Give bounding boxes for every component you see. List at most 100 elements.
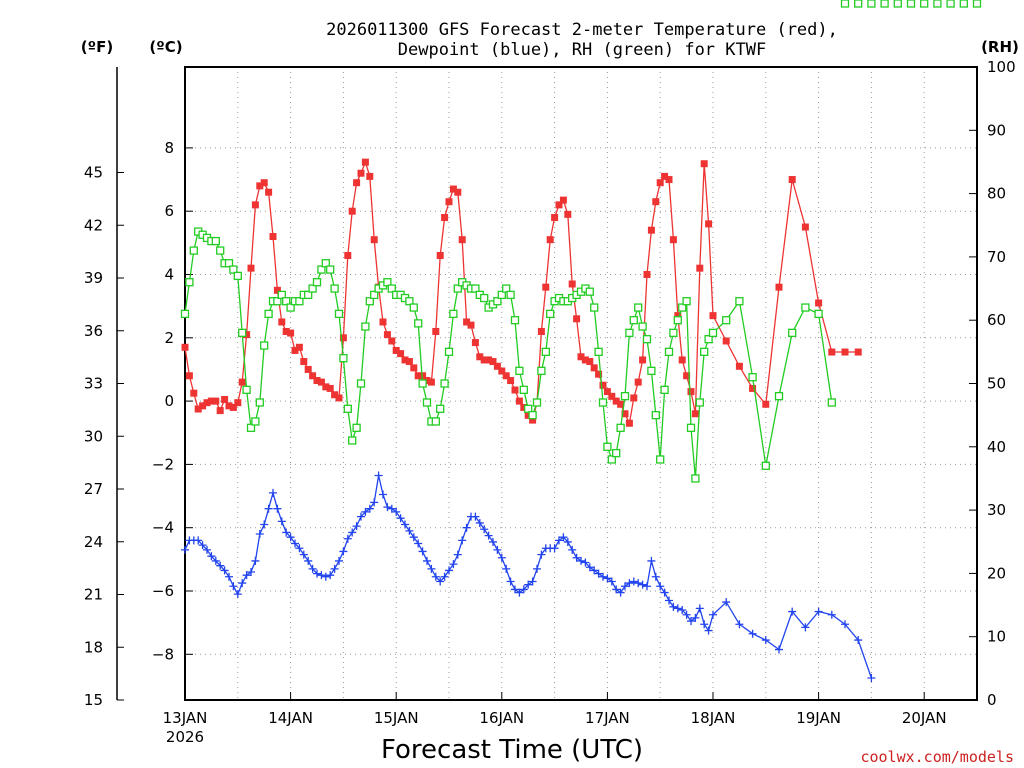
rh-point xyxy=(669,328,678,338)
temperature-point xyxy=(647,226,655,234)
dewpoint-point xyxy=(251,556,260,565)
dewpoint-point xyxy=(497,553,506,562)
series-line xyxy=(184,230,833,479)
dewpoint-point xyxy=(414,539,423,548)
rh-point xyxy=(607,455,616,464)
temperature-point xyxy=(542,283,550,291)
temperature-point xyxy=(630,394,638,402)
rh-point xyxy=(537,366,546,375)
celsius-unit-label: (ºC) xyxy=(149,38,182,56)
dewpoint-point xyxy=(247,568,255,577)
fahrenheit-tick-label: 15 xyxy=(84,691,103,709)
rh-point xyxy=(185,278,194,287)
dewpoint-point xyxy=(462,523,471,532)
temperature-point xyxy=(705,220,713,228)
dewpoint-point xyxy=(735,620,744,629)
dewpoint-point xyxy=(203,545,211,554)
rh-point xyxy=(801,303,810,312)
temperature-point xyxy=(502,372,510,380)
rh-point xyxy=(264,309,273,319)
dewpoint-point xyxy=(775,645,783,654)
dewpoint-point xyxy=(304,556,313,565)
dewpoint-point xyxy=(423,556,431,565)
rh-point xyxy=(189,246,198,255)
dewpoint-point xyxy=(207,552,216,561)
fahrenheit-tick-label: 24 xyxy=(84,533,103,551)
x-axis-title: Forecast Time (UTC) xyxy=(381,735,643,765)
rh-point xyxy=(972,0,982,8)
rh-point xyxy=(308,284,317,293)
rh-unit-label: (RH) xyxy=(981,38,1019,56)
temperature-point xyxy=(278,318,286,326)
temperature-point xyxy=(581,356,589,364)
temperature-point xyxy=(634,378,642,386)
rh-point xyxy=(827,398,836,407)
dewpoint-point xyxy=(621,582,629,591)
temperature-point xyxy=(854,348,862,356)
temperature-point xyxy=(331,391,339,399)
dewpoint-point xyxy=(656,582,665,591)
rh-point xyxy=(312,278,322,287)
source-credit: coolwx.com/models xyxy=(860,748,1014,766)
dewpoint-point xyxy=(383,503,392,512)
dewpoint-point xyxy=(841,620,849,629)
dewpoint-point xyxy=(396,514,405,523)
dewpoint-point xyxy=(687,617,695,626)
temperature-point xyxy=(436,252,444,260)
temperature-point xyxy=(335,394,343,402)
temperature-point xyxy=(383,331,391,339)
dewpoint-point xyxy=(321,572,330,581)
dewpoint-point xyxy=(581,558,590,567)
temperature-point xyxy=(722,337,730,345)
rh-point xyxy=(788,328,797,338)
dewpoint-point xyxy=(374,471,383,480)
rh-point xyxy=(330,284,339,293)
temperature-point xyxy=(691,410,699,418)
rh-point xyxy=(246,423,256,432)
rh-tick-label: 20 xyxy=(987,564,1006,582)
dewpoint-point xyxy=(194,536,203,545)
tick-labels: 454239363330272421181586420−2−4−6−810090… xyxy=(84,58,1016,746)
dewpoint-point xyxy=(577,556,585,565)
rh-point xyxy=(774,392,784,401)
temperature-point xyxy=(498,367,506,375)
rh-point xyxy=(660,385,669,394)
dewpoint-point xyxy=(506,577,515,586)
rh-point xyxy=(260,341,269,350)
temperature-point xyxy=(590,364,598,372)
dewpoint-point xyxy=(326,571,335,580)
dewpoint-point xyxy=(405,526,414,535)
celsius-tick-label: 4 xyxy=(164,265,174,283)
rh-point xyxy=(656,455,665,464)
temperature-point xyxy=(397,350,405,358)
rh-point xyxy=(224,259,234,268)
temperature-point xyxy=(573,315,581,323)
rh-point xyxy=(356,379,366,388)
rh-point xyxy=(414,319,423,328)
temperature-point xyxy=(489,358,497,366)
temperature-point xyxy=(366,172,374,180)
rh-point xyxy=(405,297,414,306)
rh-point xyxy=(880,0,889,8)
dewpoint-point xyxy=(229,582,238,591)
temperature-point xyxy=(256,182,264,190)
dewpoint-point xyxy=(590,566,599,575)
dewpoint-point xyxy=(282,528,291,537)
rh-point xyxy=(444,347,454,357)
dewpoint-point xyxy=(238,579,247,588)
rh-point xyxy=(735,297,744,306)
rh-point xyxy=(251,417,260,426)
dewpoint-point xyxy=(299,550,308,559)
rh-point xyxy=(304,290,313,300)
dewpoint-point xyxy=(651,572,660,581)
rh-point xyxy=(590,303,599,312)
dewpoint-point xyxy=(427,564,436,573)
temperature-point xyxy=(282,327,290,335)
x-tick-label: 19JAN xyxy=(796,709,841,727)
temperature-point xyxy=(612,397,620,405)
dewpoint-point xyxy=(361,507,370,516)
temperature-point xyxy=(577,353,585,361)
dewpoint-point xyxy=(678,605,687,614)
rh-point xyxy=(515,366,524,375)
